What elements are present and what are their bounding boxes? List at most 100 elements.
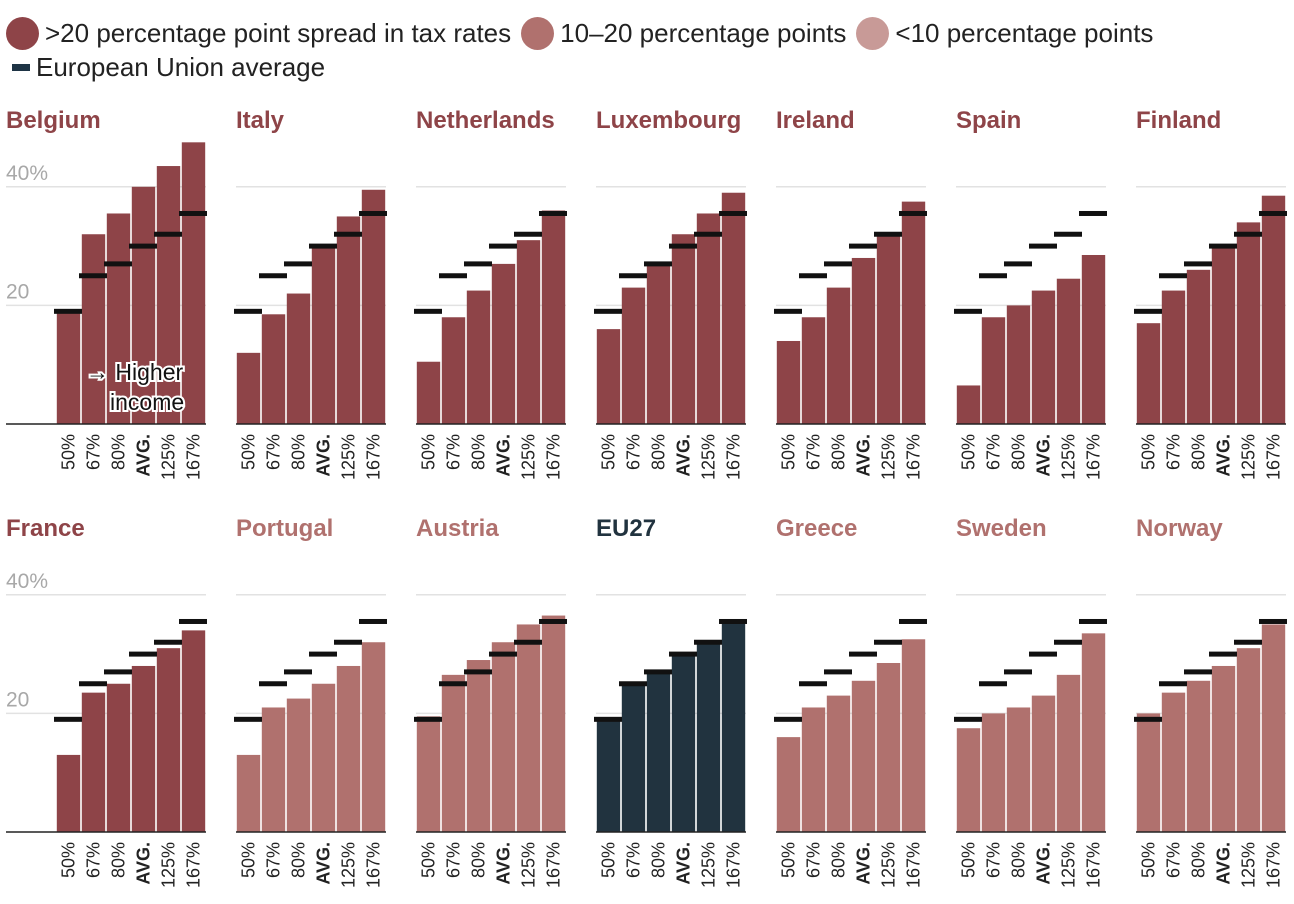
- x-tick-label: 125%: [519, 434, 539, 480]
- x-tick-label: 50%: [239, 842, 259, 878]
- bar: [696, 642, 721, 832]
- eu-average-marker: [774, 716, 802, 722]
- eu-average-marker: [1004, 261, 1032, 267]
- legend-swatch-mid: [521, 16, 555, 50]
- x-tick-label: 80%: [649, 842, 669, 878]
- legend-eu-label: European Union average: [36, 51, 326, 82]
- x-tick-label: 50%: [779, 434, 799, 470]
- legend-label-mid: 10–20 percentage points: [560, 17, 847, 48]
- x-tick-label: AVG.: [494, 434, 514, 477]
- bar: [236, 352, 261, 424]
- eu-average-marker: [899, 210, 927, 216]
- bar: [466, 660, 491, 832]
- eu-average-marker: [694, 231, 722, 237]
- panel-title: Ireland: [776, 107, 855, 134]
- annotation-income: income: [110, 389, 184, 415]
- eu-average-marker: [439, 681, 467, 687]
- x-tick-label: 80%: [109, 842, 129, 878]
- x-tick-label: 67%: [624, 434, 644, 470]
- bar: [851, 680, 876, 832]
- bar: [311, 683, 336, 832]
- bar: [826, 287, 851, 424]
- bar: [1031, 695, 1056, 832]
- x-tick-label: 67%: [444, 434, 464, 470]
- bar: [1236, 222, 1261, 424]
- bar: [516, 240, 541, 424]
- x-tick-label: 50%: [1139, 842, 1159, 878]
- x-tick-label: 50%: [959, 842, 979, 878]
- bar: [81, 234, 106, 424]
- bar: [181, 630, 206, 832]
- legend-label-low: <10 percentage points: [895, 17, 1154, 48]
- eu-average-marker: [874, 639, 902, 645]
- x-tick-label: AVG.: [494, 842, 514, 885]
- eu-average-marker: [104, 669, 132, 675]
- bar: [956, 728, 981, 832]
- x-tick-label: 125%: [879, 842, 899, 888]
- bar: [336, 665, 361, 832]
- eu-average-marker: [309, 651, 337, 657]
- eu-average-marker: [669, 651, 697, 657]
- x-tick-label: 167%: [904, 842, 924, 888]
- bar: [851, 257, 876, 424]
- bar: [491, 263, 516, 424]
- bar: [286, 698, 311, 832]
- bar: [721, 192, 746, 424]
- bar: [1081, 633, 1106, 832]
- panel-title: Spain: [956, 107, 1021, 134]
- panel-sweden: Sweden 50% 67% 80% AVG. 125% 167%: [954, 515, 1107, 888]
- panel-eu27: EU27 50% 67% 80% AVG. 125% 167%: [594, 515, 747, 888]
- bar: [1136, 713, 1161, 832]
- bar: [156, 166, 181, 425]
- bar: [416, 361, 441, 424]
- bar: [721, 621, 746, 832]
- x-tick-label: AVG.: [1214, 842, 1234, 885]
- legend-swatch-high: [6, 16, 39, 50]
- legend: >20 percentage point spread in tax rates…: [6, 16, 1286, 84]
- eu-average-marker: [774, 308, 802, 314]
- bar: [441, 317, 466, 424]
- bar: [1161, 692, 1186, 832]
- eu-average-marker: [799, 273, 827, 279]
- x-tick-label: 80%: [829, 434, 849, 470]
- x-tick-label: 67%: [264, 434, 284, 470]
- x-tick-label: 125%: [699, 434, 719, 480]
- eu-average-marker: [104, 261, 132, 267]
- x-tick-label: 67%: [1164, 434, 1184, 470]
- x-tick-label: 67%: [264, 842, 284, 878]
- bar: [696, 213, 721, 424]
- bar: [776, 737, 801, 832]
- eu-average-marker: [79, 681, 107, 687]
- eu-average-marker: [259, 681, 287, 687]
- panel-title: Norway: [1136, 515, 1223, 542]
- panel-luxembourg: Luxembourg 50% 67% 80% AVG. 125% 167%: [594, 107, 747, 480]
- panel-title: Sweden: [956, 515, 1047, 542]
- bar: [56, 754, 81, 832]
- panel-title: France: [6, 515, 85, 542]
- eu-average-marker: [1134, 716, 1162, 722]
- eu-average-marker: [1004, 669, 1032, 675]
- x-tick-label: 125%: [159, 842, 179, 888]
- panel-spain: Spain 50% 67% 80% AVG. 125% 167%: [954, 107, 1107, 480]
- x-tick-label: 80%: [1189, 434, 1209, 470]
- legend-item-high: >20 percentage point spread in tax rates: [6, 16, 511, 50]
- bar: [801, 707, 826, 832]
- x-tick-label: 125%: [1239, 434, 1259, 480]
- x-tick-label: 167%: [364, 434, 384, 480]
- bar: [826, 695, 851, 832]
- eu-average-marker: [979, 273, 1007, 279]
- eu-average-marker: [849, 243, 877, 249]
- bar: [981, 713, 1006, 832]
- x-tick-label: 50%: [599, 842, 619, 878]
- y-tick-label: 40%: [6, 162, 48, 185]
- eu-average-marker: [1029, 243, 1057, 249]
- bar: [441, 674, 466, 832]
- eu-average-marker: [1029, 651, 1057, 657]
- x-tick-label: 50%: [599, 434, 619, 470]
- x-tick-label: 80%: [469, 434, 489, 470]
- bar: [776, 340, 801, 424]
- legend-swatch-low: [856, 16, 890, 50]
- eu-average-marker: [414, 716, 442, 722]
- panel-norway: Norway 50% 67% 80% AVG. 125% 167%: [1134, 515, 1287, 888]
- eu-average-marker: [1234, 231, 1262, 237]
